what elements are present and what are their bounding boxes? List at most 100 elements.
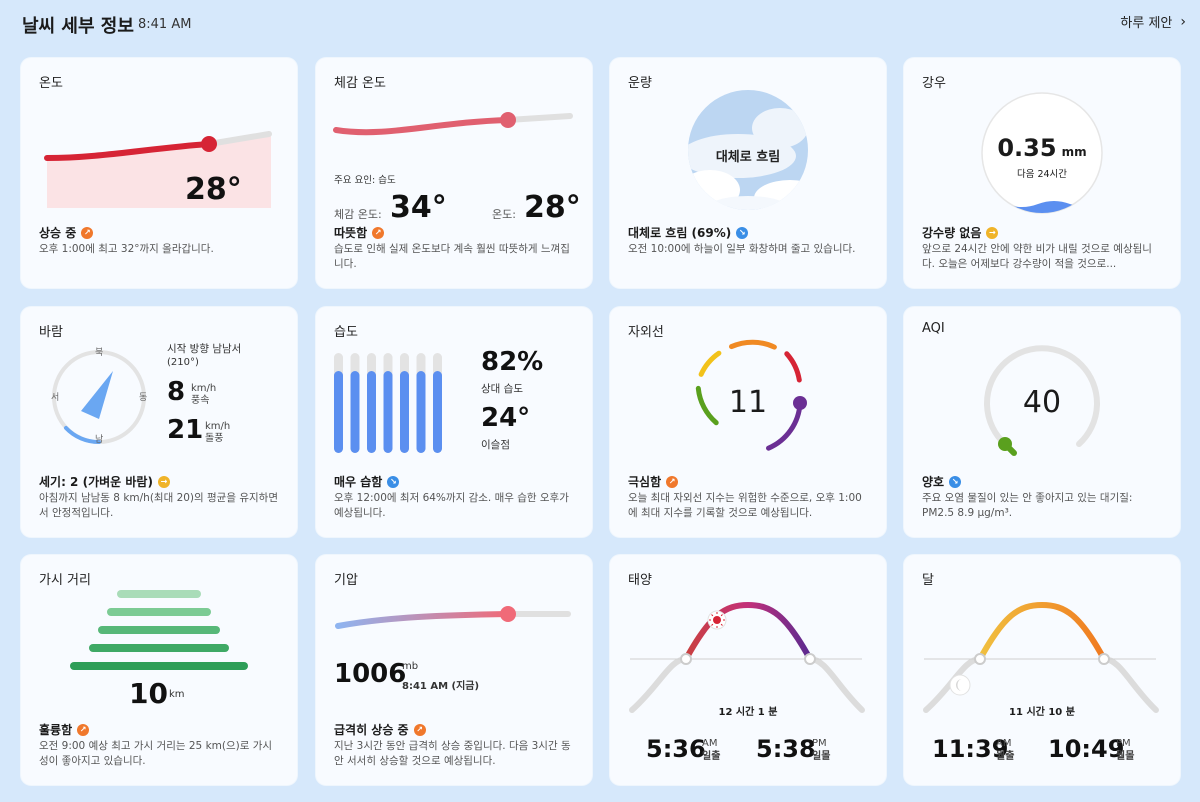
feels-like-card[interactable]: 체감 온도 주요 요인: 습도 체감 온도: 34° 온도: 28° 따뜻함 ↗…	[316, 58, 592, 288]
pressure-card[interactable]: 기압 1006 mb 8:41 AM (지금) 급격히 상승 중 ↗ 지난 3시…	[316, 555, 592, 785]
status-label: 상승 중	[39, 226, 77, 240]
visibility-bar	[107, 608, 211, 616]
sun-card[interactable]: 태양 12 시간 1 분 5:36 AM 일출 5:38	[610, 555, 886, 785]
wind-direction-text: 시작 방향 남남서	[167, 343, 242, 355]
card-title: AQI	[922, 321, 945, 336]
aqi-status: 양호 ↘	[922, 473, 962, 490]
rain-value-row: 0.35 mm	[982, 134, 1102, 162]
card-title: 달	[922, 573, 934, 588]
trend-flat-icon: →	[986, 226, 999, 239]
daily-suggestion-link[interactable]: 하루 제안 ›	[1120, 12, 1186, 32]
humidity-bar-fill	[416, 371, 426, 453]
rain-gauge	[981, 92, 1103, 214]
moonrise-ampm: AM	[996, 738, 1012, 749]
wind-speed-label: 풍속	[191, 395, 210, 406]
feels-status: 따뜻함 ↗	[334, 224, 385, 241]
feels-like-line	[333, 117, 511, 136]
moonset-label: 월몰	[1116, 751, 1135, 762]
humidity-bars	[334, 353, 442, 453]
wind-compass	[52, 350, 146, 445]
status-label: 양호	[922, 475, 945, 489]
compass-east: 동	[139, 393, 148, 403]
header: 날씨 세부 정보 8:41 AM 하루 제안 ›	[22, 12, 1186, 38]
wind-gust-label: 돌풍	[205, 433, 224, 444]
feels-like-marker	[500, 112, 516, 128]
sun-icon	[707, 610, 727, 630]
sunset-label: 일몰	[812, 751, 831, 762]
sunrise-label: 일출	[702, 751, 721, 762]
moon-up-path	[977, 601, 1107, 662]
compass-west: 서	[51, 393, 60, 403]
uv-segment-very-high	[784, 351, 802, 383]
status-label: 세기: 2 (가벼운 바람)	[39, 475, 153, 489]
card-title: 가시 거리	[39, 573, 91, 588]
uv-segment-high	[729, 339, 777, 350]
visibility-bar	[89, 644, 229, 652]
aqi-value: 40	[1022, 385, 1062, 420]
wind-desc: 아침까지 남남동 8 km/h(최대 20)의 평균을 유지하면서 안정적입니다…	[39, 492, 278, 519]
moon-card[interactable]: 달 11 시간 10 분 11:39 AM 월출 10:49 PM 월몰	[904, 555, 1180, 785]
sun-day-path	[683, 601, 813, 662]
uv-card[interactable]: 자외선 11 극심함 ↗ 오늘 최대 자외선 지수는 위험한 수준으로, 오후 …	[610, 307, 886, 537]
visibility-card[interactable]: 가시 거리 10 km 훌륭함 ↗ 오전 9:00 예상 최고 가시 거리는 2…	[21, 555, 297, 785]
card-title: 기압	[334, 573, 358, 588]
temp-label: 온도:	[492, 208, 516, 221]
humidity-desc: 오후 12:00에 최저 64%까지 감소. 매우 습한 오후가 예상됩니다.	[334, 492, 569, 519]
trend-up-icon: ↗	[81, 226, 94, 239]
humidity-bar-fill	[400, 371, 409, 453]
trend-down-icon: ↘	[736, 226, 749, 239]
status-label: 강수량 없음	[922, 226, 982, 240]
card-title: 온도	[39, 76, 63, 91]
sunset-ampm: PM	[812, 738, 827, 749]
humidity-bar-fill	[383, 371, 393, 453]
card-title: 체감 온도	[334, 76, 386, 91]
visibility-unit: km	[169, 689, 185, 700]
status-label: 매우 습함	[334, 475, 383, 489]
moonset-ampm: PM	[1116, 738, 1131, 749]
sunrise-marker	[680, 653, 692, 665]
temperature-marker	[201, 136, 217, 152]
pressure-value: 1006	[334, 659, 407, 689]
aqi-card[interactable]: AQI 40 양호 ↘ 주요 오염 물질이 있는 안 좋아지고 있는 대기질: …	[904, 307, 1180, 537]
humidity-bar-fill	[350, 371, 360, 453]
compass-south: 남	[95, 435, 104, 445]
temperature-area	[47, 134, 271, 208]
uv-segment-moderate	[698, 350, 722, 377]
cloud-cover-card[interactable]: 운량 대체로 흐림 대체로 흐림 (69%) ↘ 오전 10:00에 하늘이 일…	[610, 58, 886, 288]
aqi-track	[984, 345, 1100, 447]
humidity-card[interactable]: 습도 82% 상대 습도 24° 이슬점 매우 습함 ↘ 오후 12:00에 최…	[316, 307, 592, 537]
sunset-marker	[804, 653, 816, 665]
humidity-status: 매우 습함 ↘	[334, 473, 400, 490]
status-label: 대체로 흐림 (69%)	[628, 226, 732, 240]
visibility-chart	[70, 590, 248, 670]
aqi-gauge	[984, 345, 1100, 456]
sunset-time: 5:38	[756, 735, 816, 763]
card-title: 습도	[334, 325, 358, 340]
rain-unit: mm	[1061, 145, 1087, 159]
trend-down-icon: ↘	[949, 475, 962, 488]
feels-like-chart	[333, 112, 573, 136]
wind-card[interactable]: 바람 북 남 동 서 시작 방향 남남서 (210°) 8 km/h 풍속 21…	[21, 307, 297, 537]
sun-duration: 12 시간 1 분	[718, 707, 778, 718]
moonrise-marker	[974, 653, 986, 665]
status-label: 급격히 상승 중	[334, 723, 409, 737]
temperature-card[interactable]: 온도 28° 상승 중 ↗ 오후 1:00에 최고 32°까지 올라갑니다.	[21, 58, 297, 288]
pressure-status: 급격히 상승 중 ↗	[334, 721, 426, 738]
visibility-bar	[117, 590, 201, 598]
trend-flat-icon: →	[157, 475, 170, 488]
uv-marker	[793, 396, 807, 410]
status-label: 따뜻함	[334, 226, 368, 240]
moonset-marker	[1098, 653, 1110, 665]
uv-status: 극심함 ↗	[628, 473, 679, 490]
uv-segment-low	[695, 385, 719, 426]
rain-value: 0.35	[997, 134, 1057, 162]
visibility-bar	[70, 662, 248, 670]
uv-gauge	[695, 339, 807, 451]
compass-north: 북	[95, 348, 104, 358]
wind-gust-unit: km/h	[205, 421, 231, 432]
pressure-time: 8:41 AM (지금)	[402, 681, 480, 692]
moonset-time: 10:49	[1048, 735, 1125, 763]
card-title: 바람	[39, 325, 63, 340]
rain-card[interactable]: 강우 0.35 mm 다음 24시간 강수량 없음 → 앞으로 24시간 안에 …	[904, 58, 1180, 288]
sun-chart	[629, 601, 865, 713]
